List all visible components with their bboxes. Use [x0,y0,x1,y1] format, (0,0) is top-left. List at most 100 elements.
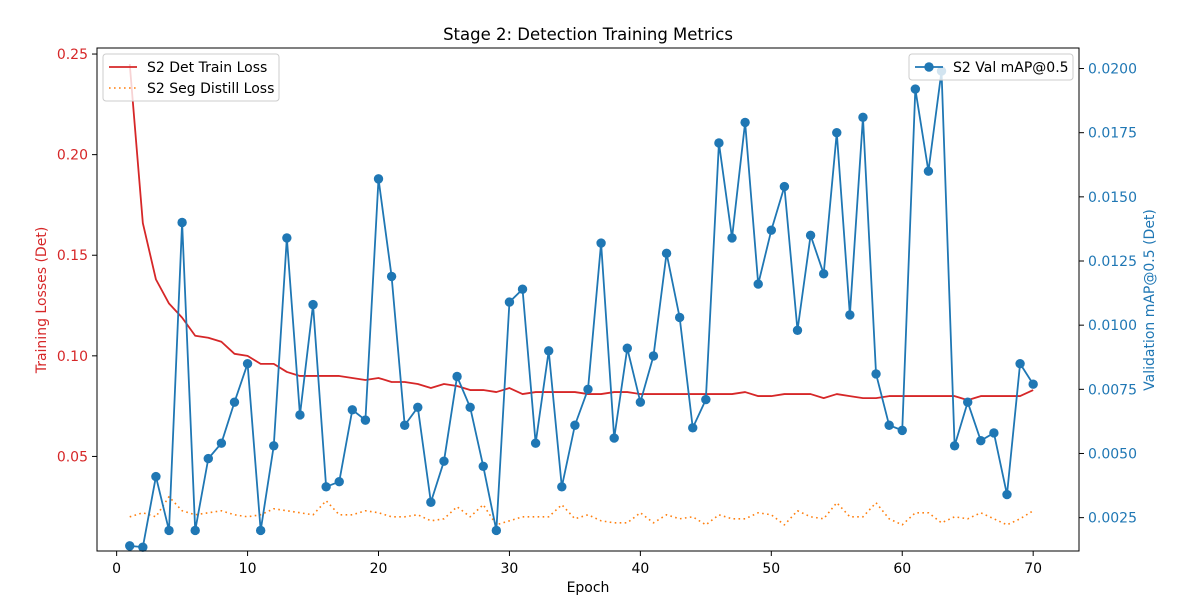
data-point [491,525,502,536]
data-point [426,497,436,507]
x-tick-label: 20 [370,561,388,577]
legend-losses: S2 Det Train Loss S2 Seg Distill Loss [102,53,280,102]
data-point [714,138,724,148]
data-point [858,112,868,122]
data-point [976,435,986,446]
x-tick-label: 30 [501,561,519,577]
data-point [923,166,934,176]
data-point [151,471,161,482]
data-point [661,248,672,259]
plot-area [125,64,1038,552]
data-point [688,423,698,433]
data-point [583,384,593,395]
data-point [792,325,803,335]
legend-label-seg-distill-loss: S2 Seg Distill Loss [147,81,274,97]
data-point [740,117,750,128]
x-tick-label: 70 [1024,561,1042,577]
legend-label-det-train-loss: S2 Det Train Loss [147,60,267,76]
data-point [544,346,554,356]
data-point [570,420,580,430]
data-point [347,405,358,415]
legend-box [908,53,1074,81]
data-point [504,297,515,307]
y-left-tick-label: 0.10 [57,349,88,365]
data-point [360,415,371,425]
data-point [910,84,921,94]
data-point [373,174,384,184]
y-axis-right-title: Validation mAP@0.5 (Det) [1142,209,1158,391]
data-point [138,542,148,552]
data-point [818,269,829,279]
data-point [216,438,227,448]
data-point [190,525,200,536]
data-point [321,482,331,492]
y-right-tick-label: 0.0025 [1088,511,1137,527]
y-left-tick-label: 0.25 [57,47,88,63]
data-point [832,127,842,138]
data-point [203,453,213,464]
y-left-tick-label: 0.15 [57,248,88,264]
data-point [805,230,816,241]
data-point [465,402,475,412]
legend-box [102,53,280,102]
data-point [386,271,397,282]
data-point [242,358,253,369]
data-point [439,456,449,466]
data-point [269,441,279,451]
data-point [609,433,619,443]
data-point [452,371,462,382]
y-right-tick-label: 0.0150 [1088,190,1137,206]
data-point [255,525,266,536]
y-axis-left-title: Training Losses (Det) [34,227,50,375]
data-point [229,397,240,407]
data-point [949,441,960,451]
data-point [164,525,174,536]
data-point [399,420,410,430]
data-point [308,299,318,310]
data-point [177,217,187,228]
legend-validation: S2 Val mAP@0.5 [908,53,1074,81]
chart-title: Stage 2: Detection Training Metrics [443,25,733,44]
data-point [989,428,999,438]
data-point [884,420,894,430]
data-point [871,369,881,379]
y-right-tick-label: 0.0200 [1088,62,1137,78]
data-point [282,233,292,243]
data-point [557,482,567,492]
x-tick-label: 60 [893,561,911,577]
data-point [413,402,423,412]
y-left-tick-label: 0.20 [57,148,88,164]
data-point [701,394,711,405]
legend-label-val-map: S2 Val mAP@0.5 [953,60,1069,76]
data-point [530,438,541,448]
data-point [779,181,790,192]
x-tick-label: 0 [112,561,121,577]
x-tick-label: 50 [762,561,780,577]
y-right-tick-label: 0.0125 [1088,254,1137,270]
data-point [1028,379,1038,389]
data-point [622,343,632,353]
y-right-tick-label: 0.0050 [1088,446,1137,462]
data-point [897,425,907,436]
data-point [635,397,646,407]
data-point [334,477,344,487]
data-point [517,284,528,294]
data-point [727,233,737,243]
x-tick-label: 10 [239,561,257,577]
data-point [674,312,685,323]
data-point [596,238,606,248]
data-point [1015,358,1025,369]
y-right-tick-label: 0.0100 [1088,318,1137,334]
y-left-tick-label: 0.05 [57,449,88,465]
legend-swatch-val-map-marker [924,62,934,72]
y-right-tick-label: 0.0175 [1088,126,1137,142]
data-point [125,541,135,551]
data-point [963,397,973,407]
x-tick-label: 40 [631,561,649,577]
data-point [478,461,488,472]
x-axis-title: Epoch [567,580,610,596]
data-point [753,279,763,289]
data-point [648,351,659,361]
